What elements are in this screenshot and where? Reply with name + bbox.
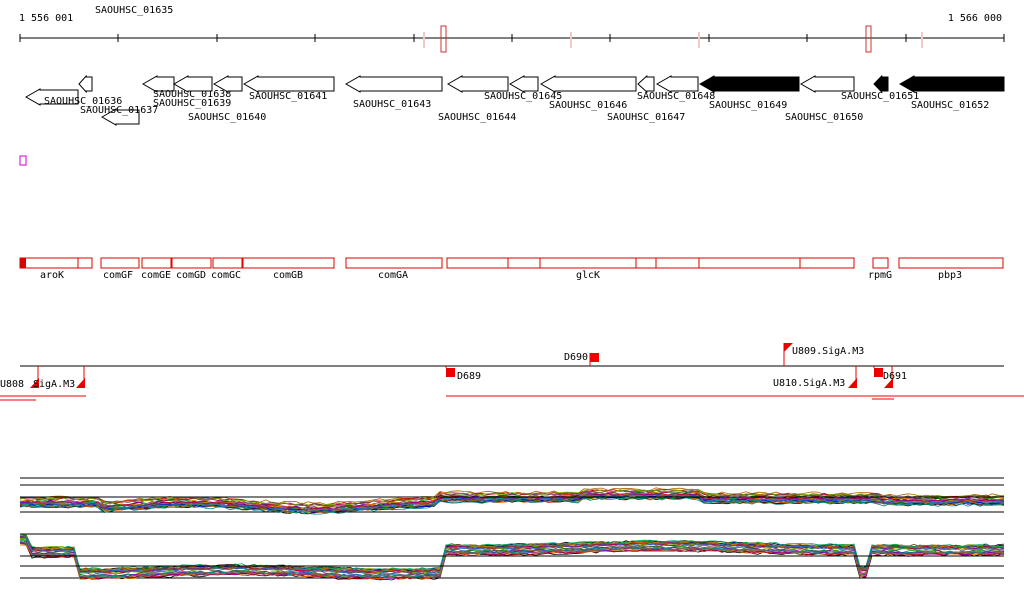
gene-arrow: [898, 75, 1005, 93]
promoter-label: SigA.M3: [33, 379, 75, 390]
promoter-flag: [848, 378, 857, 388]
promoter-label: U808: [0, 379, 24, 390]
expression-line: [19, 535, 1005, 574]
gene-track: SAOUHSC_01635SAOUHSC_01636SAOUHSC_01637S…: [24, 5, 1005, 126]
operon-label: comGD: [176, 270, 206, 281]
operon-box: [242, 257, 335, 269]
gene-arrow: [539, 75, 637, 93]
operon-box: [212, 257, 243, 269]
gene-label: SAOUHSC_01649: [709, 100, 787, 111]
promoter-flag: [446, 368, 455, 377]
gene-label: SAOUHSC_01648: [637, 91, 715, 102]
promoter-label: U809.SigA.M3: [792, 346, 864, 357]
operon-label: comGA: [378, 270, 408, 281]
promoter-flag: [30, 378, 39, 388]
gene-arrow: [508, 75, 539, 93]
operon-box: [446, 257, 855, 269]
gene-label: SAOUHSC_01647: [607, 112, 685, 123]
gene-label: SAOUHSC_01638: [153, 89, 231, 100]
selection-marker: [19, 155, 27, 166]
promoter-label: D691: [883, 371, 907, 382]
promoter-track: U808 SigA.M3 D689 D690 U809.SigA.M3 U810.SigA…: [0, 343, 1024, 401]
gene-label: SAOUHSC_01652: [911, 100, 989, 111]
operon-label: glcK: [576, 270, 600, 281]
operon-label: comGC: [211, 270, 241, 281]
operon-label: rpmG: [868, 270, 892, 281]
gene-label: SAOUHSC_01650: [785, 112, 863, 123]
gene-label: SAOUHSC_01643: [353, 99, 431, 110]
operon-box: [171, 257, 212, 269]
operon-box: [19, 257, 93, 269]
operon-label: pbp3: [938, 270, 962, 281]
start-coordinate: 1 556 001: [19, 13, 74, 24]
promoter-label: D690: [564, 352, 588, 363]
promoter-flag: [884, 378, 893, 388]
operon-box: [100, 257, 140, 269]
gene-arrow: [212, 75, 243, 93]
expression-panel-upper: [19, 477, 1005, 515]
gene-arrow: [698, 75, 800, 93]
expression-line: [19, 497, 1005, 515]
coordinate-ruler: [19, 25, 1005, 53]
gene-label: SAOUHSC_01639: [153, 98, 231, 109]
operon-label: comGE: [141, 270, 171, 281]
expression-line: [19, 488, 1005, 507]
expression-line: [19, 533, 1005, 571]
gene-arrow: [655, 75, 699, 93]
operon-box: [141, 257, 172, 269]
promoter-flag: [784, 343, 793, 352]
gene-arrow: [446, 75, 509, 93]
end-coordinate: 1 566 000: [947, 13, 1002, 24]
gene-label: SAOUHSC_01651: [841, 91, 919, 102]
gene-label: SAOUHSC_01644: [438, 112, 516, 123]
ruler-region-marker: [440, 25, 447, 53]
operon-track: aroK comGF comGE comGD comGC comGB comGA glcK rp…: [19, 257, 1004, 281]
gene-arrow: [78, 74, 93, 94]
gene-label: SAOUHSC_01636: [44, 96, 122, 107]
gene-arrow: [873, 74, 889, 94]
gene-label: SAOUHSC_01640: [188, 112, 266, 123]
expression-line: [19, 489, 1005, 507]
expression-line: [19, 541, 1005, 579]
promoter-flag: [76, 378, 85, 388]
gene-label: SAOUHSC_01641: [249, 91, 327, 102]
ruler-region-marker: [865, 25, 872, 53]
operon-label: aroK: [40, 270, 64, 281]
selection-box: [19, 155, 27, 166]
operon-label: comGB: [273, 270, 303, 281]
promoter-flag: [874, 368, 883, 377]
gene-arrow: [24, 88, 79, 106]
gene-arrow: [242, 75, 335, 93]
gene-arrow: [344, 75, 443, 93]
gene-arrow: [100, 108, 140, 126]
operon-box: [898, 257, 1004, 269]
gene-label: SAOUHSC_01646: [549, 100, 627, 111]
operon-label: comGF: [103, 270, 133, 281]
operon-box: [345, 257, 443, 269]
operon-box: [872, 257, 889, 269]
expression-line: [19, 494, 1005, 512]
gene-label: SAOUHSC_01637: [80, 105, 158, 116]
promoter-label: U810.SigA.M3: [773, 378, 845, 389]
expression-line: [19, 537, 1005, 575]
gene-label: SAOUHSC_01635: [95, 5, 173, 16]
gene-arrow: [172, 75, 213, 93]
gene-arrow: [799, 75, 855, 93]
gene-arrow: [637, 74, 655, 94]
promoter-label: D689: [457, 371, 481, 382]
promoter-flag: [590, 353, 599, 362]
gene-label: SAOUHSC_01645: [484, 91, 562, 102]
expression-line: [19, 536, 1005, 575]
expression-panel-lower: [19, 533, 1005, 581]
operon-start-block: [20, 258, 26, 268]
